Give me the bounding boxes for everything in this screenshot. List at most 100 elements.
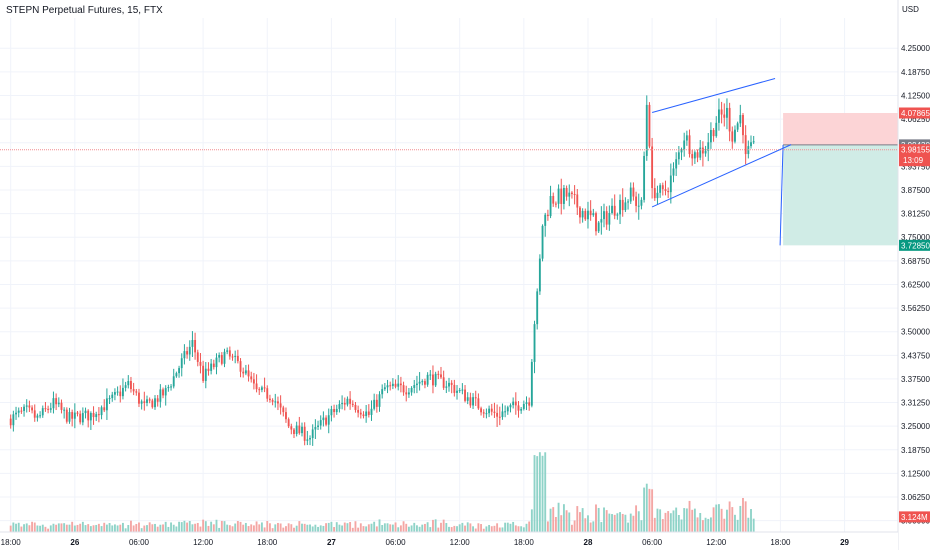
candle-body[interactable] xyxy=(170,386,172,388)
channel-trend-line[interactable] xyxy=(651,144,792,208)
candle-body[interactable] xyxy=(346,398,349,405)
candle-body[interactable] xyxy=(191,340,194,347)
candle-body[interactable] xyxy=(474,397,477,399)
candle-body[interactable] xyxy=(73,412,76,419)
candle-body[interactable] xyxy=(458,390,461,392)
candle-body[interactable] xyxy=(135,391,138,393)
candle-body[interactable] xyxy=(23,406,25,411)
candle-body[interactable] xyxy=(39,415,42,417)
candle-body[interactable] xyxy=(544,214,547,226)
candle-body[interactable] xyxy=(378,394,381,407)
candle-body[interactable] xyxy=(480,408,483,413)
candle-body[interactable] xyxy=(228,350,231,357)
candle-body[interactable] xyxy=(664,189,667,191)
candle-body[interactable] xyxy=(172,376,175,387)
candle-body[interactable] xyxy=(490,408,493,412)
candle-body[interactable] xyxy=(57,402,60,405)
candle-body[interactable] xyxy=(707,142,710,151)
candle-body[interactable] xyxy=(351,403,354,405)
candle-body[interactable] xyxy=(132,389,135,392)
candle-body[interactable] xyxy=(31,407,34,411)
candle-body[interactable] xyxy=(418,381,421,384)
candle-body[interactable] xyxy=(362,414,365,417)
candle-body[interactable] xyxy=(383,387,386,390)
candle-body[interactable] xyxy=(111,394,114,399)
candle-body[interactable] xyxy=(704,150,707,154)
candle-body[interactable] xyxy=(178,368,181,374)
candle-body[interactable] xyxy=(461,389,464,391)
candle-body[interactable] xyxy=(440,374,442,378)
candle-body[interactable] xyxy=(359,412,362,415)
candle-body[interactable] xyxy=(263,387,266,389)
candle-body[interactable] xyxy=(370,408,373,415)
candle-body[interactable] xyxy=(25,405,28,407)
candle-body[interactable] xyxy=(648,104,651,147)
candle-body[interactable] xyxy=(260,387,263,390)
candle-body[interactable] xyxy=(632,187,635,197)
candle-body[interactable] xyxy=(739,115,742,124)
candle-body[interactable] xyxy=(357,409,360,413)
candle-body[interactable] xyxy=(252,379,255,384)
candle-body[interactable] xyxy=(720,109,723,115)
candle-body[interactable] xyxy=(429,374,432,376)
candle-body[interactable] xyxy=(637,205,640,207)
candle-body[interactable] xyxy=(130,381,132,390)
candle-body[interactable] xyxy=(715,122,718,137)
candle-body[interactable] xyxy=(143,401,146,404)
candle-body[interactable] xyxy=(162,389,164,396)
candle-body[interactable] xyxy=(549,196,552,217)
take-profit-zone[interactable] xyxy=(783,144,898,246)
candle-body[interactable] xyxy=(752,141,755,143)
candle-body[interactable] xyxy=(140,401,143,404)
candle-body[interactable] xyxy=(274,401,277,403)
candle-body[interactable] xyxy=(605,211,608,225)
candle-body[interactable] xyxy=(546,214,549,217)
candle-body[interactable] xyxy=(36,415,39,418)
candle-body[interactable] xyxy=(327,415,330,425)
candle-body[interactable] xyxy=(701,147,704,154)
candle-body[interactable] xyxy=(215,357,218,368)
candle-body[interactable] xyxy=(616,214,619,216)
candle-body[interactable] xyxy=(68,412,71,422)
candle-body[interactable] xyxy=(402,385,405,393)
candle-body[interactable] xyxy=(432,374,434,386)
candle-body[interactable] xyxy=(164,388,167,396)
candle-body[interactable] xyxy=(485,413,488,415)
candle-body[interactable] xyxy=(386,385,389,388)
candle-body[interactable] xyxy=(603,211,605,220)
candle-body[interactable] xyxy=(554,203,557,205)
candle-body[interactable] xyxy=(322,417,325,421)
candle-body[interactable] xyxy=(338,404,341,409)
candle-body[interactable] xyxy=(530,361,533,406)
candle-body[interactable] xyxy=(202,365,205,381)
candle-body[interactable] xyxy=(399,383,402,386)
candle-body[interactable] xyxy=(426,374,429,385)
candle-body[interactable] xyxy=(119,391,122,397)
candle-body[interactable] xyxy=(79,413,82,423)
candle-body[interactable] xyxy=(81,413,84,423)
channel-trend-line[interactable] xyxy=(651,77,776,113)
candle-body[interactable] xyxy=(488,408,491,414)
candle-body[interactable] xyxy=(675,159,678,169)
candle-body[interactable] xyxy=(562,187,565,204)
candle-body[interactable] xyxy=(437,373,440,375)
candle-body[interactable] xyxy=(159,389,162,402)
candle-body[interactable] xyxy=(49,408,52,410)
candle-body[interactable] xyxy=(565,187,568,197)
candle-body[interactable] xyxy=(343,402,346,405)
candle-body[interactable] xyxy=(683,140,686,151)
candle-body[interactable] xyxy=(734,129,736,142)
candle-body[interactable] xyxy=(231,356,234,358)
candle-body[interactable] xyxy=(319,420,322,426)
candle-body[interactable] xyxy=(434,373,437,386)
candle-body[interactable] xyxy=(731,131,734,142)
candle-body[interactable] xyxy=(613,205,616,216)
candle-body[interactable] xyxy=(750,142,752,147)
candle-body[interactable] xyxy=(309,438,311,440)
candle-body[interactable] xyxy=(592,213,595,216)
candle-body[interactable] xyxy=(397,383,400,387)
candle-body[interactable] xyxy=(33,410,36,418)
candle-body[interactable] xyxy=(204,368,207,381)
candle-body[interactable] xyxy=(365,411,368,417)
candle-body[interactable] xyxy=(116,391,119,393)
